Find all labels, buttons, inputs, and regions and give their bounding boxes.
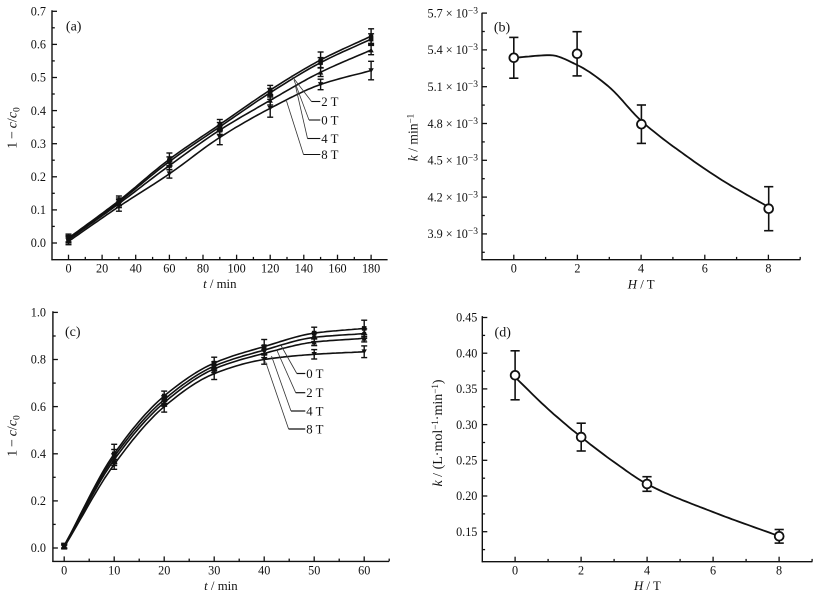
svg-text:0.35: 0.35 xyxy=(456,382,477,396)
svg-text:2 T: 2 T xyxy=(321,95,338,109)
svg-text:H / T: H / T xyxy=(633,579,661,593)
svg-text:k / min−1: k / min−1 xyxy=(405,114,420,161)
svg-text:0.2: 0.2 xyxy=(31,494,46,508)
svg-text:0.0: 0.0 xyxy=(31,541,46,555)
svg-text:10: 10 xyxy=(108,563,120,577)
svg-text:100: 100 xyxy=(227,262,245,276)
svg-text:(d): (d) xyxy=(495,325,512,340)
svg-text:1 − c/c0: 1 − c/c0 xyxy=(6,415,23,457)
svg-text:0.0: 0.0 xyxy=(31,236,46,250)
svg-text:8: 8 xyxy=(776,563,782,577)
svg-text:5.1 × 10−3: 5.1 × 10−3 xyxy=(428,80,479,94)
svg-text:2: 2 xyxy=(574,262,580,276)
svg-text:0: 0 xyxy=(511,262,517,276)
svg-text:0.4: 0.4 xyxy=(31,104,46,118)
svg-text:1.0: 1.0 xyxy=(31,306,46,320)
svg-text:0 T: 0 T xyxy=(321,113,338,127)
svg-text:4.2 × 10−3: 4.2 × 10−3 xyxy=(428,190,479,204)
svg-text:0.5: 0.5 xyxy=(31,71,46,85)
svg-text:0.2: 0.2 xyxy=(31,170,46,184)
svg-text:0.6: 0.6 xyxy=(31,400,46,414)
svg-text:4.8 × 10−3: 4.8 × 10−3 xyxy=(428,117,479,131)
svg-text:80: 80 xyxy=(197,262,209,276)
svg-text:6: 6 xyxy=(710,563,716,577)
svg-text:140: 140 xyxy=(295,262,313,276)
svg-text:20: 20 xyxy=(96,262,108,276)
svg-text:k / (L·mol−1·min−1): k / (L·mol−1·min−1) xyxy=(430,379,446,486)
svg-text:160: 160 xyxy=(328,262,346,276)
svg-text:t / min: t / min xyxy=(204,579,238,593)
svg-text:1 − c/c0: 1 − c/c0 xyxy=(6,107,23,149)
svg-text:0.20: 0.20 xyxy=(456,489,477,503)
svg-text:(a): (a) xyxy=(66,20,82,35)
svg-text:0 T: 0 T xyxy=(306,367,323,381)
svg-text:8: 8 xyxy=(765,262,771,276)
svg-text:0.7: 0.7 xyxy=(31,5,46,19)
svg-text:H / T: H / T xyxy=(627,277,655,291)
svg-text:0.40: 0.40 xyxy=(456,346,477,360)
svg-text:2: 2 xyxy=(578,563,584,577)
svg-text:3.9 × 10−3: 3.9 × 10−3 xyxy=(428,227,479,241)
svg-text:20: 20 xyxy=(158,563,170,577)
svg-text:0.45: 0.45 xyxy=(456,311,477,325)
svg-text:5.4 × 10−3: 5.4 × 10−3 xyxy=(428,43,479,57)
svg-text:(c): (c) xyxy=(65,325,81,340)
svg-text:6: 6 xyxy=(702,262,708,276)
svg-text:2 T: 2 T xyxy=(306,386,323,400)
svg-text:8 T: 8 T xyxy=(306,422,323,436)
svg-text:0.3: 0.3 xyxy=(31,137,46,151)
svg-text:4 T: 4 T xyxy=(306,404,323,418)
svg-text:4 T: 4 T xyxy=(321,132,338,146)
svg-text:0: 0 xyxy=(512,563,518,577)
svg-text:8 T: 8 T xyxy=(321,148,338,162)
svg-text:0: 0 xyxy=(65,262,71,276)
svg-text:40: 40 xyxy=(258,563,270,577)
svg-text:4: 4 xyxy=(638,262,644,276)
svg-text:5.7 × 10−3: 5.7 × 10−3 xyxy=(428,6,479,20)
svg-text:0.1: 0.1 xyxy=(31,203,46,217)
svg-text:(b): (b) xyxy=(494,21,511,36)
svg-text:0.25: 0.25 xyxy=(456,454,477,468)
svg-text:4: 4 xyxy=(644,563,650,577)
svg-text:0.15: 0.15 xyxy=(456,525,477,539)
svg-text:4.5 × 10−3: 4.5 × 10−3 xyxy=(428,154,479,168)
svg-text:0.30: 0.30 xyxy=(456,418,477,432)
svg-text:180: 180 xyxy=(362,262,380,276)
svg-text:40: 40 xyxy=(130,262,142,276)
svg-text:0.6: 0.6 xyxy=(31,38,46,52)
svg-text:0.8: 0.8 xyxy=(31,353,46,367)
svg-text:60: 60 xyxy=(163,262,175,276)
svg-text:t / min: t / min xyxy=(203,277,237,291)
svg-text:0.4: 0.4 xyxy=(31,447,46,461)
svg-text:120: 120 xyxy=(261,262,279,276)
svg-text:50: 50 xyxy=(308,563,320,577)
svg-text:60: 60 xyxy=(358,563,370,577)
svg-text:0: 0 xyxy=(61,563,67,577)
svg-text:30: 30 xyxy=(208,563,220,577)
